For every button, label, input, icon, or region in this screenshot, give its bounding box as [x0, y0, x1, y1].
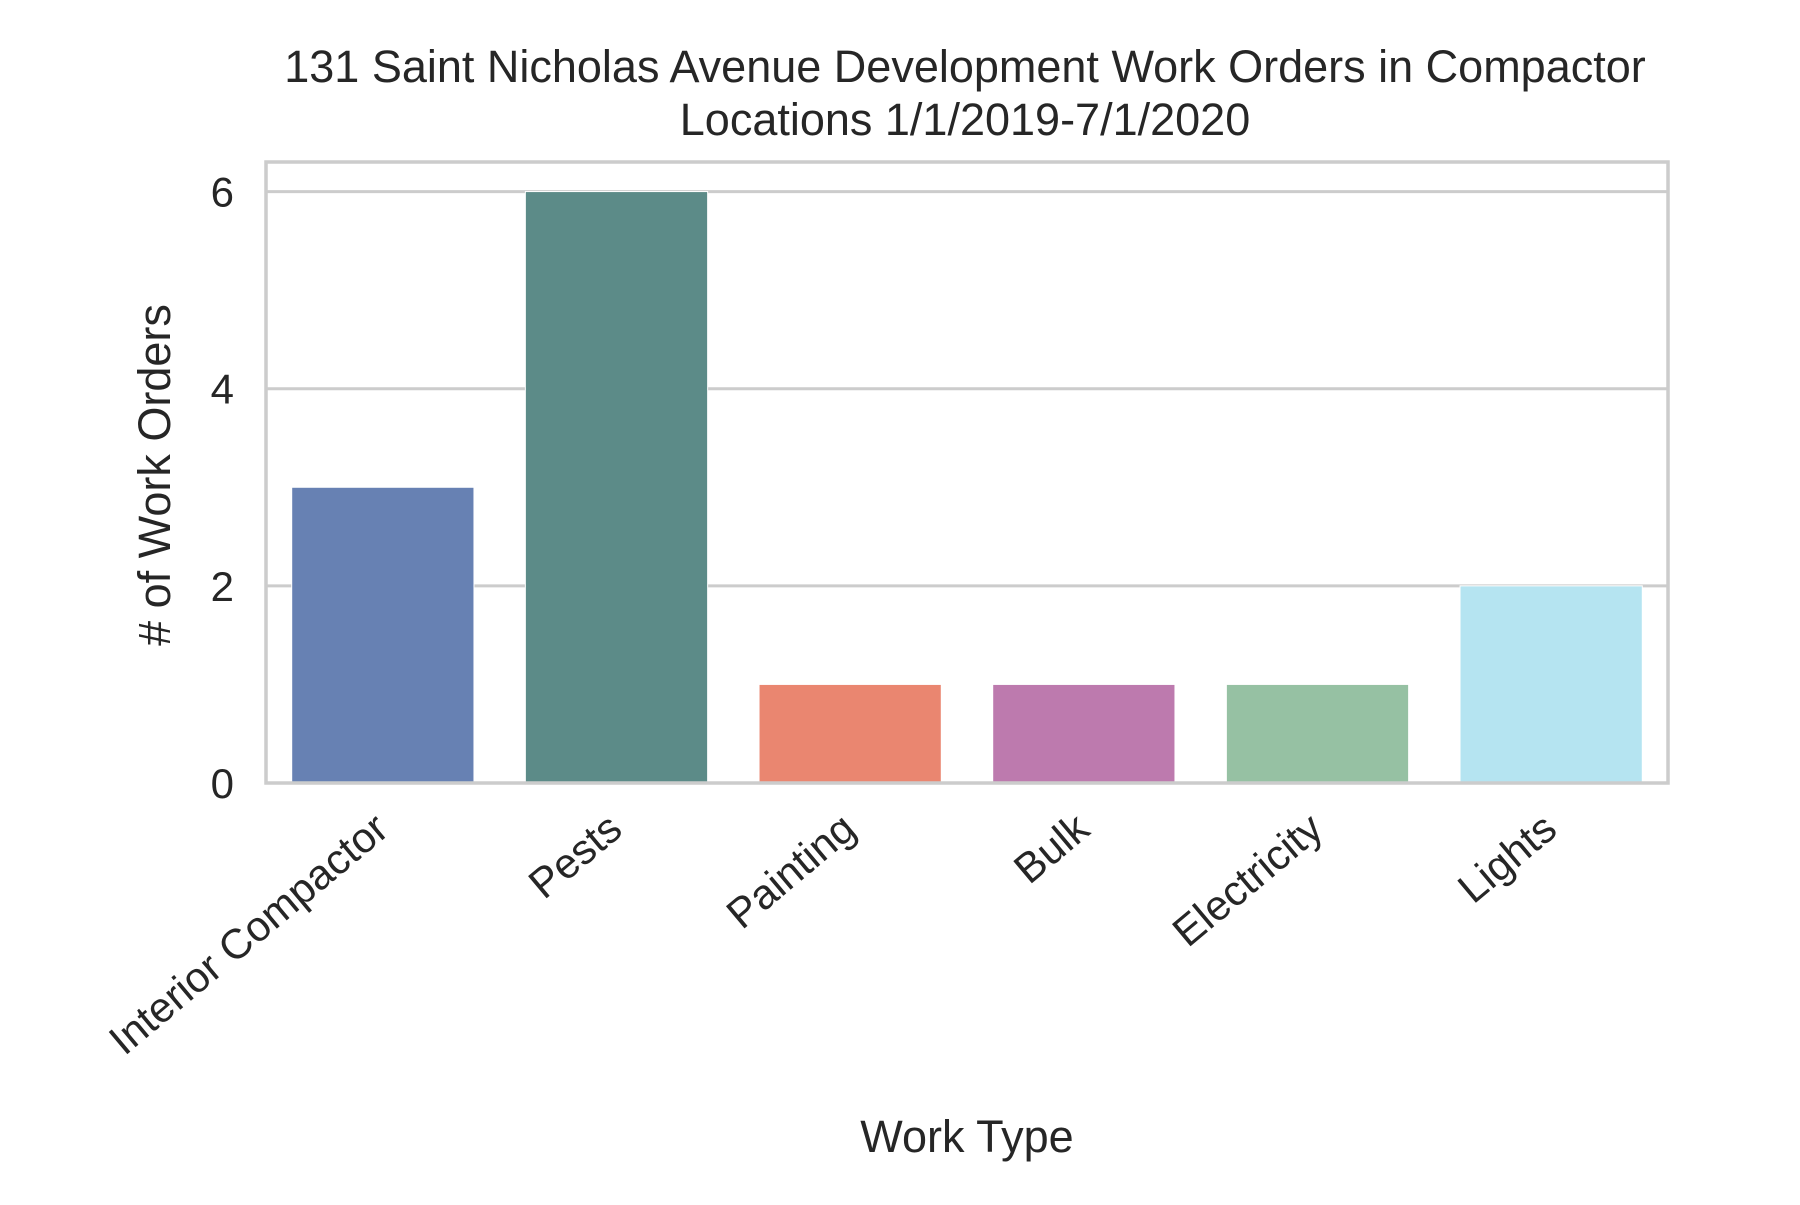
y-tick-label: 4 [211, 366, 234, 413]
y-tick-label: 0 [211, 760, 234, 807]
y-tick-labels: 0 2 4 6 [211, 169, 234, 807]
bar-lights [1459, 585, 1643, 784]
bars [291, 191, 1643, 784]
y-tick-label: 2 [211, 563, 234, 610]
bar-pests [524, 191, 709, 784]
plot-frame [264, 160, 1670, 785]
bar-electricity [1225, 683, 1410, 784]
chart-title-line-1: 131 Saint Nicholas Avenue Development Wo… [284, 41, 1646, 92]
chart-title-line-2: Locations 1/1/2019-7/1/2020 [680, 94, 1250, 145]
y-axis-label: # of Work Orders [129, 304, 180, 646]
bar-interior-compactor [291, 486, 475, 784]
y-tick-label: 6 [211, 169, 234, 216]
x-axis-label: Work Type [860, 1111, 1073, 1162]
bar-bulk [992, 683, 1176, 784]
bar-painting [758, 683, 942, 784]
